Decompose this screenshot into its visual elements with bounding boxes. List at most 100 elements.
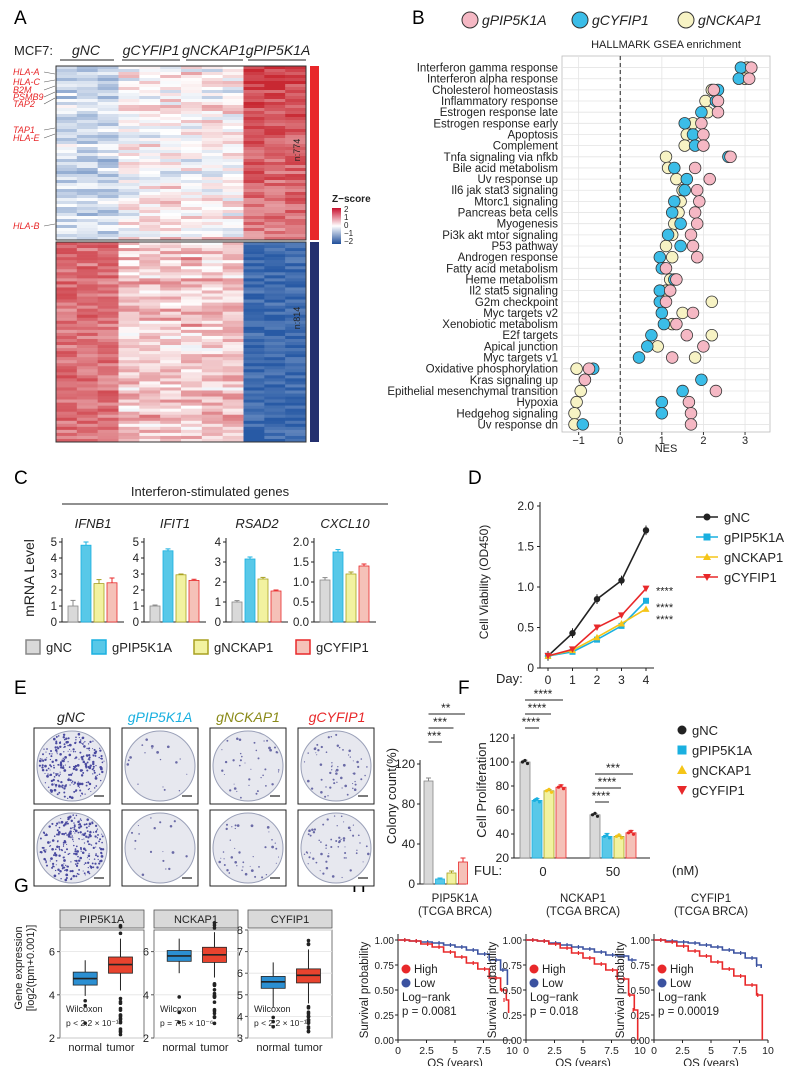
heatmap-cell (222, 150, 244, 154)
km-xtick-label: 5 (708, 1045, 714, 1057)
heatmap-cell (222, 366, 244, 370)
heatmap-cell (181, 311, 203, 316)
heatmap-cell (201, 281, 223, 285)
box-xtick-label: normal (162, 1042, 196, 1054)
heatmap-cell (243, 177, 265, 181)
heatmap-cell (118, 117, 140, 121)
heatmap-cell (264, 72, 286, 76)
heatmap-cell (222, 135, 244, 139)
heatmap-cell (160, 105, 182, 109)
heatmap-cell (201, 225, 223, 229)
heatmap-cell (181, 81, 203, 85)
heatmap-cell (181, 225, 203, 229)
heatmap-cell (264, 320, 286, 325)
colony-dot (63, 859, 66, 862)
heatmap-cell (222, 320, 244, 325)
heatmap-cell (76, 420, 98, 425)
viability-legend-label: gPIP5K1A (724, 530, 784, 545)
heatmap-cell (222, 269, 244, 273)
heatmap-cell (181, 338, 203, 343)
heatmap-cell (76, 180, 98, 184)
heatmap-cell (76, 201, 98, 205)
pathway-label: Tnfa signaling via nfkb (444, 152, 558, 164)
nes-dot-gcyfip1 (668, 195, 681, 208)
heatmap-cell (201, 396, 223, 400)
heatmap-cell (160, 96, 182, 100)
heatmap-cell (264, 177, 286, 181)
heatmap-cell (264, 114, 286, 118)
colony-dot (79, 789, 82, 792)
colony-dot (254, 875, 257, 878)
heatmap-cell (56, 117, 78, 121)
heatmap-cell (285, 378, 307, 382)
heatmap-cell (97, 180, 119, 184)
heatmap-cell (181, 183, 203, 187)
heatmap-cell (285, 305, 307, 309)
colony-dot (58, 872, 60, 875)
km-test-label: Log−rank (530, 992, 579, 1004)
heatmap-cell (118, 129, 140, 133)
heatmap-cell (264, 338, 286, 343)
heatmap-cell (118, 338, 140, 343)
heatmap-cell (56, 438, 78, 443)
nes-dot-gpip5k1a (707, 83, 721, 97)
heatmap-cell (243, 378, 265, 382)
prolif-significance: **** (522, 715, 541, 729)
heatmap-cell (118, 329, 140, 334)
heatmap-cell (285, 375, 307, 379)
heatmap-cell (97, 147, 119, 151)
heatmap-cell (76, 257, 98, 261)
heatmap-cell (160, 75, 182, 79)
heatmap-cell (118, 222, 140, 226)
colony-dot (64, 823, 67, 826)
heatmap-cell (222, 251, 244, 255)
box-test-label: Wilcoxon (66, 1004, 103, 1014)
prolif-legend-marker (677, 745, 687, 755)
heatmap-cell (243, 81, 265, 85)
heatmap-cell (243, 254, 265, 258)
isg-gene-title: IFIT1 (160, 516, 190, 531)
heatmap-cell (160, 245, 182, 249)
isg-legend-swatch (295, 639, 311, 655)
heatmap-cell (160, 348, 182, 352)
heatmap-cell (222, 69, 244, 73)
heatmap-cell (222, 114, 244, 118)
colony-dot (93, 751, 97, 755)
colony-dot (96, 855, 99, 858)
colony-dot (69, 830, 72, 833)
heatmap-cell (201, 75, 223, 79)
heatmap-cell (118, 66, 140, 70)
gene-label-leader (43, 91, 56, 98)
colony-dot (92, 831, 95, 833)
colony-dot (70, 819, 74, 823)
heatmap-cell (264, 78, 286, 82)
heatmap-cell (97, 281, 119, 285)
heatmap-cell (181, 284, 203, 288)
heatmap-cell (243, 317, 265, 322)
colony-dot (340, 838, 342, 841)
colony-dot (88, 788, 90, 790)
heatmap-cell (285, 290, 307, 294)
heatmap-cell (76, 251, 98, 255)
colony-dot (233, 783, 235, 785)
colony-dot (61, 784, 64, 787)
heatmap-cell (181, 317, 203, 322)
colony-dot (60, 786, 62, 788)
heatmap-cell (76, 174, 98, 178)
heatmap-cell (118, 168, 140, 172)
colony-dot (127, 759, 130, 762)
heatmap-cell (97, 129, 119, 133)
heatmap-cell (201, 369, 223, 373)
colony-dot (93, 858, 96, 860)
heatmap-cell (181, 281, 203, 285)
box-outlier (306, 1004, 311, 1009)
heatmap-cell (76, 123, 98, 127)
colony-dot (65, 784, 68, 786)
prolif-bar-gnckap1 (543, 790, 555, 859)
viability-point (593, 633, 601, 641)
colony-dot (62, 736, 65, 739)
heatmap-cell (222, 180, 244, 184)
heatmap-cell (285, 432, 307, 437)
heatmap-cell (264, 141, 286, 145)
